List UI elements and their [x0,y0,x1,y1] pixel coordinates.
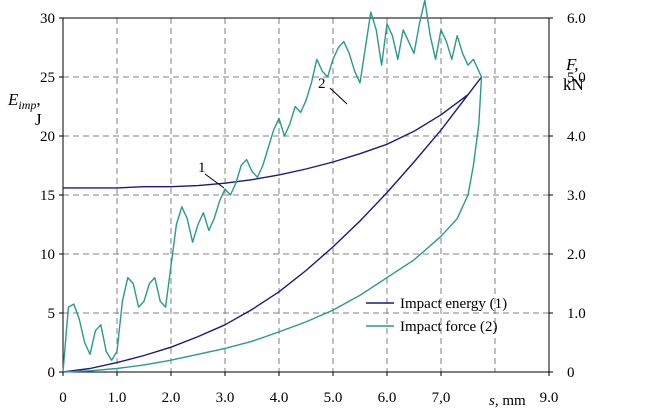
y-right-tick-label: 0 [567,365,575,381]
legend-entry-force: Impact force (2) [366,319,497,335]
series-line-impact-force [62,0,483,373]
legend: Impact energy (1) Impact force (2) [366,296,507,335]
x-tick-label: 5.0 [324,390,343,406]
y-right-tick-label: 2.0 [567,247,586,263]
x-tick-label: 6.0 [378,390,397,406]
x-tick-label: 0 [59,390,67,406]
y-left-title: Eimp, [7,90,41,112]
x-tick-label: 7,0 [432,390,451,406]
x-tick-label: 9.0 [540,390,559,406]
y-right-tick-label: 1.0 [567,306,586,322]
svg-text:2: 2 [318,76,326,92]
legend-entry-energy: Impact energy (1) [366,296,507,312]
y-left-tick-label: 5 [48,306,56,322]
x-tick-label: 3.0 [216,390,235,406]
x-axis-title: s, mm [489,393,526,409]
callout-1: 1 [198,160,225,189]
svg-text:1: 1 [198,160,206,176]
y-right-tick-label: 6.0 [567,11,586,27]
x-tick-label: 2.0 [162,390,181,406]
callout-2: 2 [318,76,348,105]
y-right-title: F, [565,55,578,74]
y-right-tick-label: 4.0 [567,129,586,145]
ticks-layer: 0 1.0 2.0 3.0 4.0 5.0 6.0 7,0 9.0 0 5 10 15 20 25 30 0 1.… [40,11,586,406]
svg-text:Impact energy (1): Impact energy (1) [400,296,507,312]
y-left-tick-label: 15 [40,188,55,204]
y-left-tick-label: 0 [48,365,56,381]
x-tick-label: 4.0 [270,390,289,406]
series-layer [62,0,483,373]
y-right-tick-label: 3.0 [567,188,586,204]
y-left-tick-label: 30 [40,11,55,27]
y-left-unit: J [35,110,42,129]
y-left-tick-label: 10 [40,247,55,263]
y-left-tick-label: 20 [40,129,55,145]
x-tick-label: 1.0 [108,390,127,406]
y-right-unit: kN [563,75,584,94]
y-right-tick-label: 5.0 [567,70,586,86]
y-left-tick-label: 25 [40,70,55,86]
svg-text:Impact force (2): Impact force (2) [400,319,497,335]
